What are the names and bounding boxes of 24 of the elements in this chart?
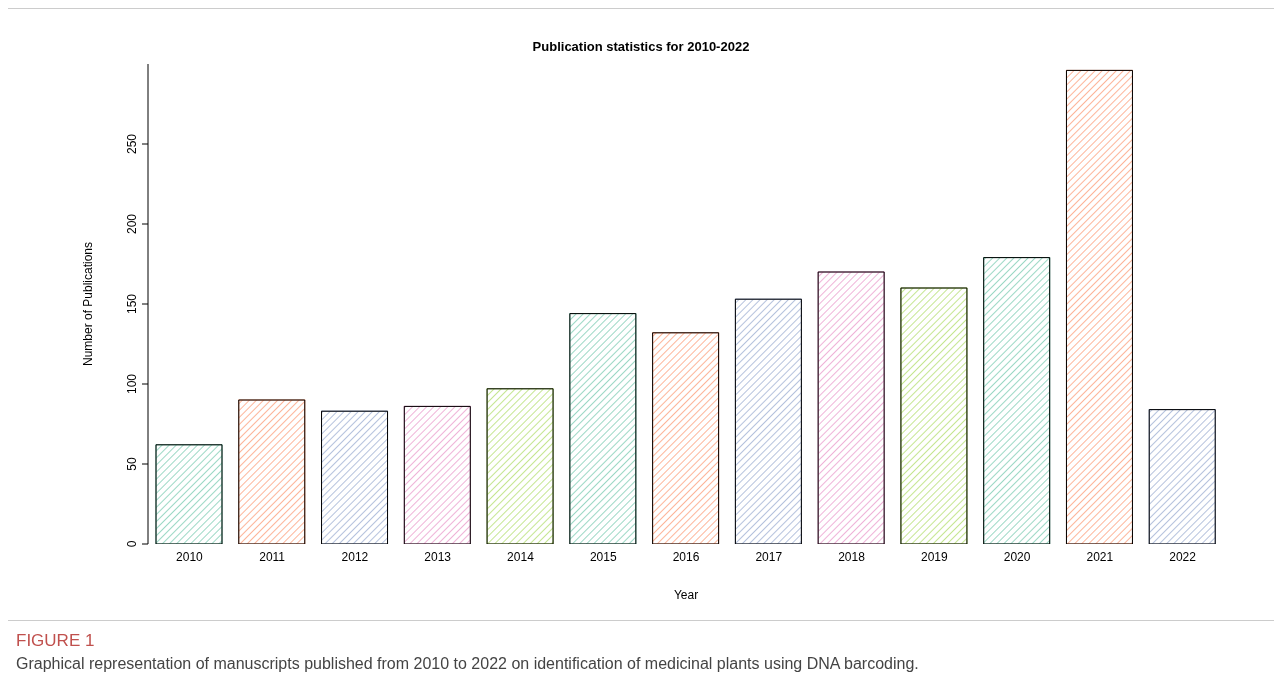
x-tick-label: 2011 [259,549,286,564]
y-tick-label: 150 [125,293,139,315]
y-tick-label: 0 [125,540,139,548]
y-tick-label: 100 [125,373,139,395]
x-tick-label: 2021 [1086,549,1114,564]
x-tick-label: 2015 [589,549,617,564]
text: Graphical representation of manuscripts published from 2010 to 2022 on identification of medicinal plants using DNA barcoding. [16,655,920,673]
chart-title: Publication statistics for 2010-2022 [531,39,751,54]
caption: FIGURE 1 [16,631,96,651]
x-tick-label: 2017 [755,549,783,564]
x-tick-label: 2016 [672,549,700,564]
x-tick-label: 2018 [838,549,866,564]
x-axis-title: Year [673,588,699,602]
x-tick-label: 2010 [176,549,204,564]
y-axis-title: Number of Publications [81,241,96,367]
y-tick-label: 50 [125,457,139,471]
x-tick-label: 2022 [1169,549,1197,564]
x-tick-label: 2014 [507,549,535,564]
y-tick-label: 250 [125,133,139,155]
x-tick-label: 2019 [920,549,948,564]
x-tick-label: 2012 [341,549,369,564]
y-tick-label: 200 [125,213,139,235]
x-tick-label: 2013 [424,549,452,564]
x-tick-label: 2020 [1003,549,1031,564]
